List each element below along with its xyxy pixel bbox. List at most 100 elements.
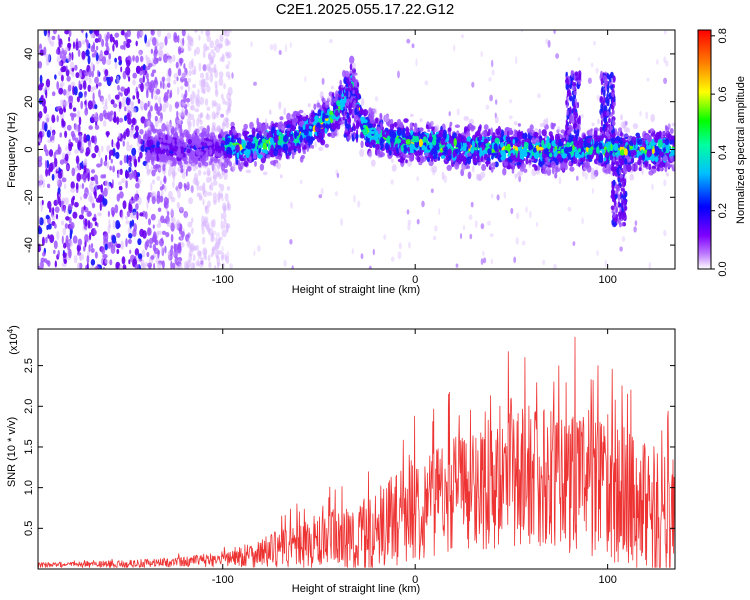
spectrogram-cell — [314, 141, 317, 148]
spectrogram-cell — [212, 148, 215, 154]
spectrogram-cell — [92, 92, 95, 101]
spectrogram-cell — [279, 174, 283, 179]
spectrogram-cell — [334, 191, 338, 197]
spectrogram-cell — [174, 140, 177, 145]
spectrogram-cell — [284, 44, 288, 53]
spectrogram-cell — [206, 132, 210, 139]
spectrogram-cell — [553, 263, 557, 269]
spectrogram-cell — [603, 146, 607, 150]
spectrogram-cell — [418, 127, 424, 131]
spectrogram-cell — [310, 114, 315, 118]
spectrogram-cell — [160, 143, 164, 151]
spectrogram-cell — [325, 123, 331, 129]
spectrogram-cell — [329, 110, 334, 115]
spectrogram-cell — [631, 149, 637, 156]
spectrogram-cell — [115, 151, 120, 159]
spectrogram-cell — [522, 132, 525, 139]
spectrogram-cell — [159, 238, 164, 247]
spectrogram-cell — [62, 89, 67, 96]
spectrogram-cell — [98, 148, 101, 158]
spectrogram-cell — [216, 112, 219, 119]
spectrogram-cell — [57, 187, 61, 195]
spectrogram-cell — [91, 70, 94, 78]
spectrogram-cell — [80, 100, 84, 110]
spectrogram-cell — [453, 44, 456, 52]
spectrogram-cell — [467, 136, 472, 141]
spectrogram-cell — [121, 100, 126, 107]
spectrogram-cell — [58, 70, 63, 77]
spectrogram-cell — [195, 148, 201, 156]
spectrogram-cell — [205, 72, 209, 78]
spectrogram-cell — [217, 127, 221, 133]
spectrogram-cell — [260, 151, 264, 155]
spectrogram-cell — [170, 260, 173, 269]
spectrogram-cell — [646, 77, 650, 82]
spectrogram-cell — [184, 80, 189, 87]
spectrogram-cell — [446, 164, 452, 171]
spectrogram-cell — [195, 46, 201, 55]
spectrogram-cell — [73, 255, 78, 264]
spectrogram-cell — [250, 41, 253, 48]
spectrogram-cell — [156, 140, 160, 149]
spectrogram-cell — [576, 175, 579, 181]
spectrogram-cell — [156, 176, 161, 181]
spectrogram-cell — [43, 217, 46, 227]
spectrogram-cell — [145, 162, 149, 170]
spectrogram-cell — [591, 187, 595, 194]
spectrogram-cell — [219, 34, 224, 43]
spectrogram-cell — [106, 76, 109, 81]
spectrogram-cell — [191, 162, 196, 168]
spectrogram-cell — [42, 251, 46, 257]
spectrogram-cell — [276, 162, 282, 170]
spectrogram-cell — [317, 109, 322, 117]
spectrogram-cell — [148, 84, 155, 94]
spectrogram-cell — [227, 51, 232, 59]
spectrogram-cell — [198, 62, 202, 72]
spectrogram-cell — [164, 196, 168, 205]
spectrogram-cell — [177, 147, 181, 154]
spectrogram-cell — [438, 208, 441, 215]
spectrogram-cell — [516, 161, 522, 166]
spectrogram-cell — [154, 76, 158, 85]
spectrogram-cell — [222, 211, 227, 221]
spectrogram-cell — [190, 105, 193, 110]
spectrogram-cell — [93, 112, 98, 122]
spectrogram-cell — [211, 232, 214, 238]
spectrogram-cell — [187, 166, 192, 172]
spectrogram-cell — [202, 63, 207, 72]
spectrogram-cell — [170, 222, 175, 232]
spectrogram-cell — [478, 139, 482, 146]
spectrogram-cell — [136, 211, 139, 221]
spectrogram-cell — [269, 134, 273, 138]
spectrogram-cell — [69, 61, 75, 69]
spectrogram-cell — [89, 30, 93, 34]
spectrogram-cell — [190, 185, 194, 194]
spectrogram-cell — [349, 63, 353, 71]
spectrogram-cell — [579, 157, 584, 163]
spectrogram-cell — [38, 61, 43, 69]
spectrogram-cell — [204, 98, 209, 106]
spectrogram-cell — [93, 174, 99, 182]
spectrogram-cell — [278, 124, 281, 131]
spectrogram-cell — [339, 79, 343, 87]
spectrogram-cell — [381, 130, 385, 138]
spectrogram-cell — [142, 230, 147, 239]
spectrogram-cell — [120, 66, 123, 73]
spectrogram-cell — [112, 165, 115, 173]
spectrogram-cell — [546, 136, 550, 145]
spectrogram-cell — [232, 145, 236, 150]
spectrogram-cell — [174, 101, 179, 109]
spectrogram-cell — [102, 105, 108, 111]
spectrogram-cell — [240, 161, 244, 170]
spectrogram-cell — [92, 86, 97, 91]
spectrogram-cell — [155, 82, 158, 92]
spectrogram-cell — [153, 50, 157, 59]
spectrogram-cell — [339, 93, 342, 98]
spectrogram-cell — [38, 84, 43, 91]
spectrogram-cell — [65, 235, 69, 244]
spectrogram-cell — [529, 150, 533, 159]
spectrogram-cell — [536, 137, 540, 143]
spectrogram-cell — [327, 95, 332, 101]
spectrogram-cell — [155, 146, 161, 155]
spectrogram-cell — [193, 92, 196, 100]
